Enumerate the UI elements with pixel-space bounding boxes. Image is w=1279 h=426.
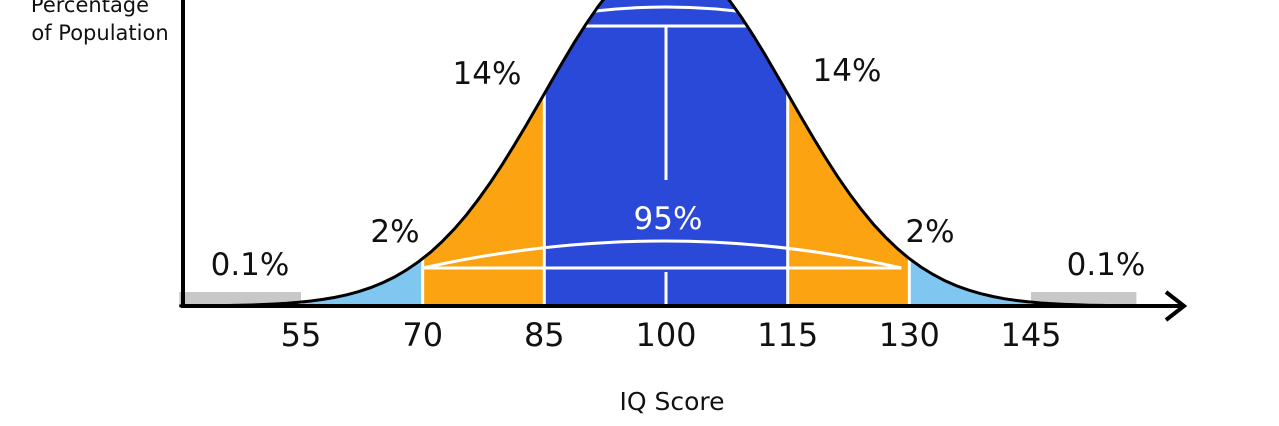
region-5 [909,258,1031,306]
x-tick-55: 55 [281,316,322,354]
x-axis-arrow [1164,290,1188,322]
x-tick-labels: 55 70 85 100 115 130 145 [281,316,1062,354]
region-1 [301,258,423,306]
bell-curve [179,0,1137,308]
x-tick-100: 100 [635,316,696,354]
x-axis-title: IQ Score [619,387,724,416]
curve-regions [179,0,1137,306]
bracket-95-arc [422,239,902,270]
label-right-2pct: 2% [905,214,954,250]
region-markers [299,5,1033,306]
x-tick-115: 115 [757,316,818,354]
label-left-2pct: 2% [370,214,419,250]
x-tick-70: 70 [402,316,443,354]
x-tick-145: 145 [1000,316,1061,354]
label-95pct: 95% [634,201,703,237]
label-far-left-tail: 0.1% [211,247,290,283]
label-left-14pct: 14% [453,56,522,92]
x-tick-130: 130 [879,316,940,354]
label-far-right-tail: 0.1% [1067,247,1146,283]
tail-band-0 [179,292,301,306]
bracket-68-arc [560,5,772,18]
y-axis-label-line-2: of Population [31,21,168,45]
x-tick-85: 85 [524,316,565,354]
label-right-14pct: 14% [813,53,882,89]
y-axis-label-line-1: Percentage [31,0,149,17]
tail-band-6 [1031,292,1137,306]
